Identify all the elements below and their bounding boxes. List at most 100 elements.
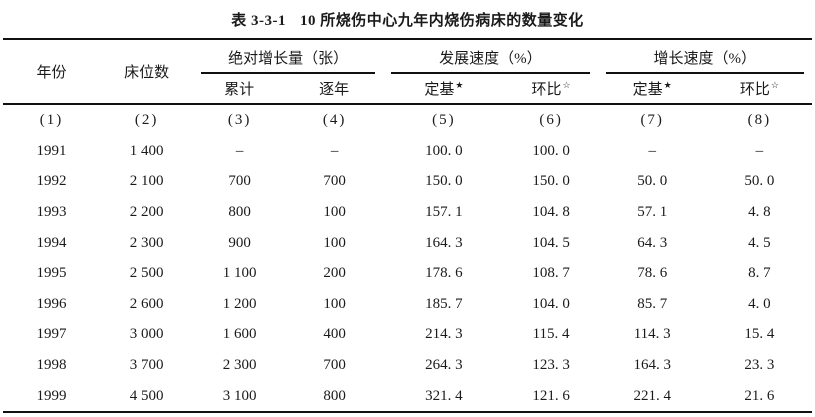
cell-dev-fixed: 178. 6 xyxy=(425,265,463,282)
cell-yearly: – xyxy=(330,142,339,159)
subheader-yearly: 逐年 xyxy=(286,74,384,105)
cell-beds: 3 700 xyxy=(129,356,164,373)
table-row-1993: 1993 2 200 800 100 157. 1 104. 8 57. 1 4… xyxy=(3,197,812,228)
filled-star-mark: ★ xyxy=(663,80,672,90)
cell-growth-fixed: 221. 4 xyxy=(633,387,671,404)
cell-dev-fixed: 164. 3 xyxy=(425,234,463,251)
cell-year: 1992 xyxy=(36,173,67,190)
subheader-cumulative: 累计 xyxy=(193,74,287,105)
page-title: 表 3-3-1 10 所烧伤中心九年内烧伤病床的数量变化 xyxy=(0,0,815,38)
cell-beds: 1 400 xyxy=(129,142,164,159)
cell-yearly: 100 xyxy=(323,295,346,312)
table-row-1991: 1991 1 400 – – 100. 0 100. 0 – – xyxy=(3,136,812,167)
cell-cumulative: 1 100 xyxy=(222,265,257,282)
cell-dev-chain: 104. 8 xyxy=(532,203,570,220)
cell-cumulative: 800 xyxy=(228,203,251,220)
cell-dev-chain: 104. 5 xyxy=(532,234,570,251)
filled-star-mark: ★ xyxy=(455,80,464,90)
column-number: (3) xyxy=(227,112,252,128)
cell-yearly: 800 xyxy=(323,387,346,404)
cell-year: 1995 xyxy=(36,265,67,282)
cell-dev-chain: 108. 7 xyxy=(532,265,570,282)
column-number-row: (1) (2) (3) (4) (5) (6) (7) (8) xyxy=(3,105,812,136)
cell-dev-fixed: 321. 4 xyxy=(425,387,463,404)
cell-year: 1993 xyxy=(36,203,67,220)
table-title-text: 10 所烧伤中心九年内烧伤病床的数量变化 xyxy=(299,13,584,29)
col-header-year: 年份 xyxy=(3,40,101,105)
cell-growth-fixed: – xyxy=(648,142,656,159)
table-row-1996: 1996 2 600 1 200 100 185. 7 104. 0 85. 7… xyxy=(3,289,812,320)
subheader-fixed-base-growth: 定基★ xyxy=(597,74,707,105)
table-row-1997: 1997 3 000 1 600 400 214. 3 115. 4 114. … xyxy=(3,320,812,351)
cell-yearly: 100 xyxy=(323,234,346,251)
table-row-1995: 1995 2 500 1 100 200 178. 6 108. 7 78. 6… xyxy=(3,258,812,289)
cell-growth-chain: 8. 7 xyxy=(748,265,771,282)
table-number-label: 表 3-3-1 xyxy=(231,13,286,29)
cell-beds: 2 500 xyxy=(129,265,164,282)
cell-growth-fixed: 164. 3 xyxy=(633,356,671,373)
column-number: (7) xyxy=(640,112,664,128)
cell-beds: 2 100 xyxy=(129,173,164,190)
cell-cumulative: 900 xyxy=(228,234,251,251)
open-star-mark: ☆ xyxy=(562,80,571,90)
cell-cumulative: 1 200 xyxy=(222,295,257,312)
cell-growth-chain: – xyxy=(755,142,764,159)
cell-growth-fixed: 85. 7 xyxy=(637,295,668,312)
cell-dev-chain: 100. 0 xyxy=(532,142,570,159)
cell-year: 1997 xyxy=(36,326,67,343)
column-number: (1) xyxy=(39,112,64,128)
group-header-growth-speed: 增长速度（%） xyxy=(598,40,812,74)
cell-yearly: 700 xyxy=(323,173,346,190)
column-number: (8) xyxy=(747,112,772,128)
column-number: (5) xyxy=(432,112,456,128)
cell-dev-chain: 115. 4 xyxy=(532,326,570,343)
cell-yearly: 100 xyxy=(323,203,346,220)
table-row-1998: 1998 3 700 2 300 700 264. 3 123. 3 164. … xyxy=(3,350,812,381)
cell-beds: 4 500 xyxy=(129,387,164,404)
cell-dev-chain: 121. 6 xyxy=(532,387,570,404)
cell-year: 1999 xyxy=(36,387,67,404)
cell-growth-chain: 4. 5 xyxy=(748,234,771,251)
cell-growth-chain: 23. 3 xyxy=(744,356,775,373)
table-row-1999: 1999 4 500 3 100 800 321. 4 121. 6 221. … xyxy=(3,381,812,412)
cell-cumulative: 2 300 xyxy=(222,356,257,373)
table-row-1992: 1992 2 100 700 700 150. 0 150. 0 50. 0 5… xyxy=(3,167,812,198)
column-number: (4) xyxy=(322,112,347,128)
cell-growth-chain: 21. 6 xyxy=(744,387,775,404)
cell-year: 1996 xyxy=(36,295,67,312)
group-header-development-speed: 发展速度（%） xyxy=(383,40,597,74)
cell-yearly: 200 xyxy=(323,265,346,282)
cell-year: 1998 xyxy=(36,356,67,373)
open-star-mark: ☆ xyxy=(770,80,779,90)
cell-growth-chain: 50. 0 xyxy=(744,173,775,190)
cell-beds: 2 300 xyxy=(129,234,164,251)
header-group-row: 年份 床位数 绝对增长量（张） 发展速度（%） 增长速度（%） xyxy=(3,40,812,105)
cell-dev-fixed: 214. 3 xyxy=(425,326,463,343)
cell-growth-fixed: 114. 3 xyxy=(633,326,671,343)
cell-dev-fixed: 157. 1 xyxy=(425,203,463,220)
cell-yearly: 400 xyxy=(323,326,346,343)
cell-beds: 2 200 xyxy=(129,203,164,220)
subheader-chain-growth: 环比☆ xyxy=(706,74,812,105)
cell-dev-fixed: 264. 3 xyxy=(425,356,463,373)
cell-dev-chain: 104. 0 xyxy=(532,295,570,312)
cell-growth-fixed: 57. 1 xyxy=(637,203,668,220)
cell-cumulative: 3 100 xyxy=(222,387,257,404)
cell-dev-fixed: 150. 0 xyxy=(425,173,463,190)
header-sub-row: 累计 逐年 定基★ 环比☆ 定基★ 环比☆ xyxy=(3,74,812,105)
column-number: (6) xyxy=(539,112,563,128)
subheader-fixed-base-development: 定基★ xyxy=(383,74,505,105)
cell-beds: 3 000 xyxy=(129,326,164,343)
cell-dev-fixed: 185. 7 xyxy=(425,295,463,312)
col-header-beds: 床位数 xyxy=(100,40,194,105)
cell-year: 1991 xyxy=(36,142,67,159)
cell-growth-fixed: 64. 3 xyxy=(637,234,668,251)
cell-growth-fixed: 50. 0 xyxy=(637,173,668,190)
subheader-chain-development: 环比☆ xyxy=(504,74,598,105)
cell-cumulative: – xyxy=(235,142,244,159)
cell-growth-chain: 4. 0 xyxy=(748,295,771,312)
statistics-table: 年份 床位数 绝对增长量（张） 发展速度（%） 增长速度（%） 累计 逐年 定基… xyxy=(3,38,812,414)
cell-beds: 2 600 xyxy=(129,295,164,312)
cell-yearly: 700 xyxy=(323,356,346,373)
